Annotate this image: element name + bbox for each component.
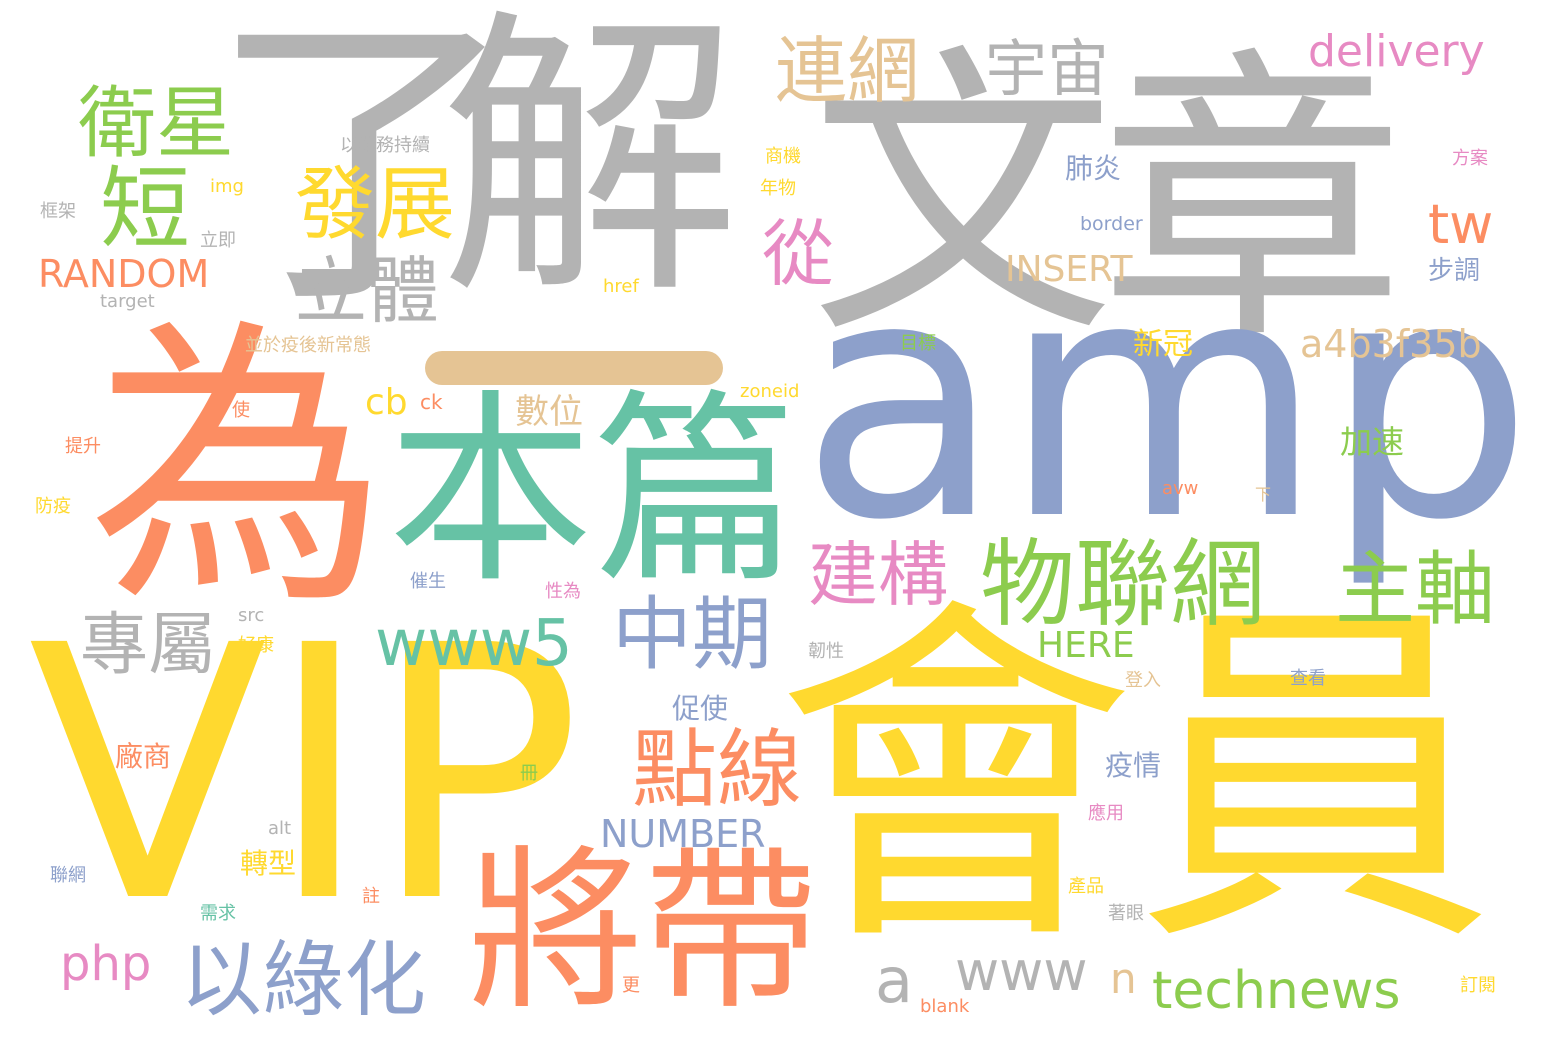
word: 促使 bbox=[672, 692, 729, 725]
word: 短 bbox=[100, 157, 190, 262]
word: 步調 bbox=[1428, 256, 1481, 286]
word: 衛星 bbox=[78, 79, 235, 169]
word: 中期 bbox=[612, 588, 772, 681]
word: 宇宙 bbox=[985, 32, 1110, 105]
word: 訂閱 bbox=[1460, 975, 1496, 996]
word: cb bbox=[365, 382, 408, 423]
word: 點線 bbox=[632, 721, 803, 820]
word: 查看 bbox=[1290, 668, 1326, 689]
word: 更 bbox=[622, 975, 640, 996]
word: 肺炎 bbox=[1065, 152, 1122, 185]
word: 提升 bbox=[65, 436, 101, 457]
word: HERE bbox=[1037, 625, 1135, 666]
word: www5 bbox=[375, 607, 573, 681]
word: href bbox=[603, 276, 639, 297]
word: avw bbox=[1162, 478, 1199, 499]
word: 著眼 bbox=[1108, 903, 1144, 924]
word: 轉型 bbox=[240, 847, 297, 880]
word: INSERT bbox=[1005, 249, 1133, 290]
word: 廠商 bbox=[115, 740, 172, 773]
word: 立體 bbox=[295, 249, 440, 333]
word: 性為 bbox=[545, 581, 581, 602]
word: 商機 bbox=[765, 146, 801, 167]
word: 冊 bbox=[520, 763, 538, 784]
word: 數位 bbox=[515, 392, 583, 432]
word: a4b3f35b bbox=[1300, 322, 1482, 366]
word: 從 bbox=[762, 212, 835, 296]
word: 加速 bbox=[1340, 423, 1405, 461]
word: 註 bbox=[362, 886, 380, 907]
word: 需求 bbox=[200, 903, 236, 924]
word: VIP bbox=[28, 571, 582, 979]
word: 使 bbox=[232, 400, 250, 421]
word: ck bbox=[420, 390, 443, 414]
word: n bbox=[1110, 954, 1137, 1003]
word: 韌性 bbox=[808, 641, 844, 662]
word: 防疫 bbox=[35, 496, 71, 517]
word: a bbox=[875, 944, 913, 1017]
word: amp bbox=[800, 208, 1534, 592]
word: 疫情 bbox=[1105, 749, 1162, 782]
word: blank bbox=[920, 996, 970, 1017]
word: img bbox=[210, 176, 244, 197]
word: 應用 bbox=[1088, 803, 1124, 824]
word: tw bbox=[1428, 193, 1494, 256]
word: 年物 bbox=[760, 178, 796, 199]
word: 好康 bbox=[238, 635, 274, 656]
word: 了 bbox=[208, 0, 518, 345]
word: 解 bbox=[440, 0, 740, 334]
word: 為 bbox=[88, 295, 388, 644]
word: src bbox=[238, 605, 265, 626]
word: 物聯網 bbox=[980, 530, 1266, 640]
word: 框架 bbox=[40, 201, 76, 222]
word: technews bbox=[1152, 961, 1401, 1021]
word: border bbox=[1080, 213, 1143, 235]
word: 發展 bbox=[295, 158, 455, 251]
word: 新冠 bbox=[1133, 327, 1193, 362]
word: delivery bbox=[1308, 26, 1485, 77]
word: 方案 bbox=[1452, 148, 1488, 169]
word: 並於疫後新常態 bbox=[245, 335, 371, 356]
word: 產品 bbox=[1068, 876, 1104, 897]
word: 連網 bbox=[775, 29, 920, 113]
word: 章 bbox=[1100, 25, 1405, 380]
word: zoneid bbox=[740, 381, 800, 402]
word: 催生 bbox=[410, 571, 446, 592]
word: 會員 bbox=[775, 570, 1495, 989]
word: 主軸 bbox=[1335, 543, 1495, 636]
word: 文 bbox=[810, 20, 1115, 375]
word: RANDOM bbox=[38, 252, 210, 296]
word: 專屬 bbox=[80, 606, 217, 685]
word: 目標 bbox=[900, 333, 936, 354]
word: 本篇 bbox=[388, 373, 798, 611]
word: target bbox=[100, 291, 155, 312]
word: NUMBER bbox=[600, 812, 766, 856]
word: www bbox=[955, 940, 1088, 1003]
word: alt bbox=[268, 818, 292, 839]
word: 聯網 bbox=[50, 865, 86, 886]
word: php bbox=[60, 936, 152, 992]
word: 下 bbox=[1255, 485, 1272, 504]
word: 以業務持續 bbox=[340, 135, 430, 156]
word: 立即 bbox=[200, 230, 236, 251]
dash-glyph bbox=[425, 351, 723, 385]
word: 將帶 bbox=[468, 831, 818, 1034]
word: 登入 bbox=[1125, 670, 1161, 691]
word: 以綠化 bbox=[180, 933, 427, 1028]
word: 建構 bbox=[808, 534, 948, 616]
